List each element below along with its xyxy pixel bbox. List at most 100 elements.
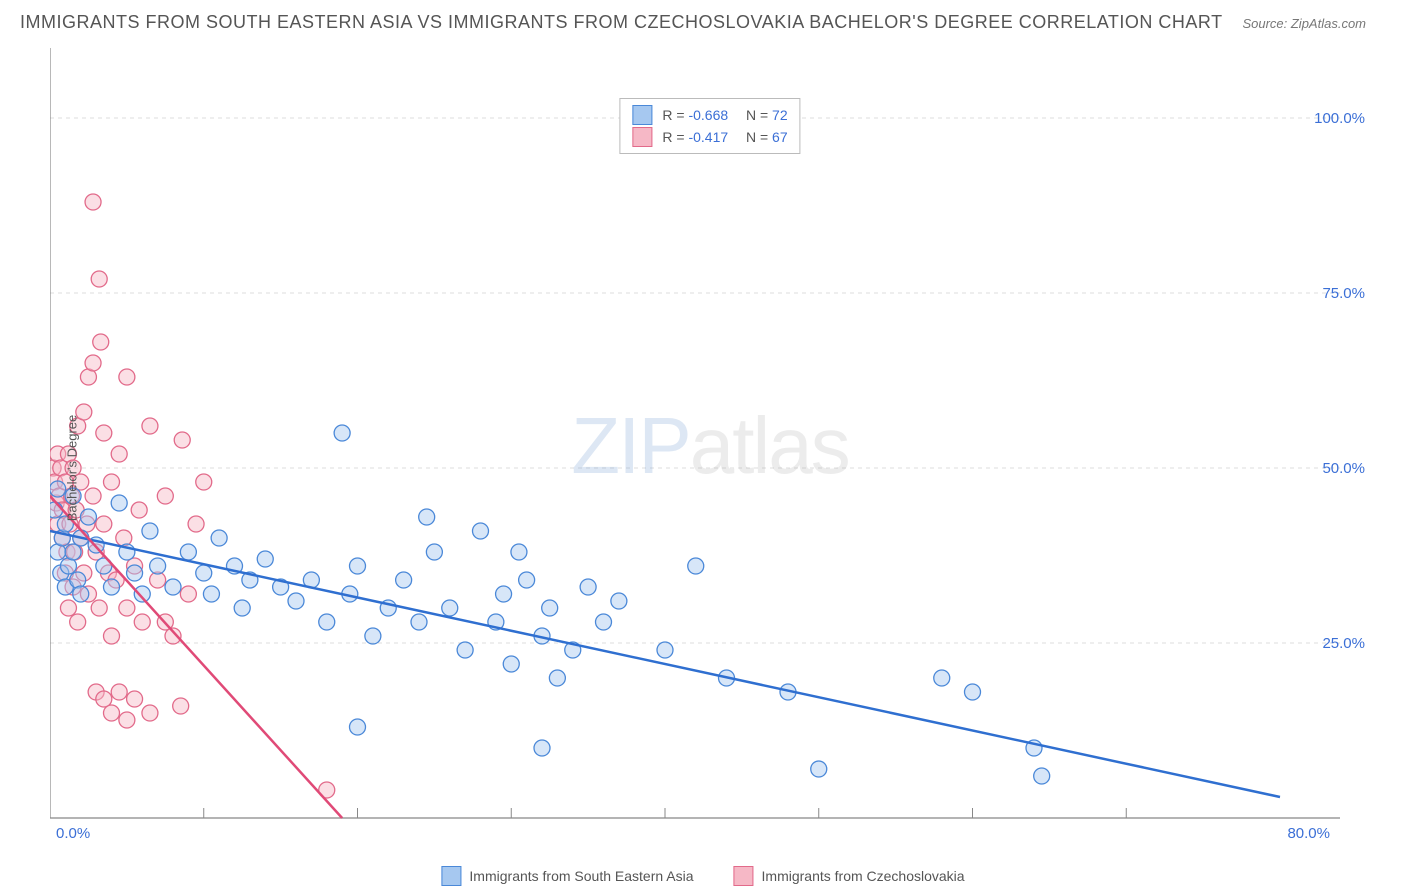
scatter-point xyxy=(442,600,458,616)
scatter-point xyxy=(111,495,127,511)
chart-container: IMMIGRANTS FROM SOUTH EASTERN ASIA VS IM… xyxy=(0,0,1406,892)
scatter-point xyxy=(119,600,135,616)
scatter-point xyxy=(211,530,227,546)
scatter-point xyxy=(70,614,86,630)
scatter-point xyxy=(131,502,147,518)
scatter-point xyxy=(142,418,158,434)
y-tick-label: 50.0% xyxy=(1322,460,1365,477)
y-tick-label: 100.0% xyxy=(1314,110,1365,127)
scatter-point xyxy=(350,558,366,574)
scatter-point xyxy=(142,523,158,539)
y-tick-label: 75.0% xyxy=(1322,285,1365,302)
scatter-point xyxy=(104,474,120,490)
scatter-point xyxy=(1034,768,1050,784)
scatter-point xyxy=(96,691,112,707)
source-label: Source: ZipAtlas.com xyxy=(1242,16,1366,31)
legend-stat-r-2: R = -0.417 xyxy=(662,129,728,145)
scatter-point xyxy=(196,565,212,581)
scatter-point xyxy=(104,579,120,595)
legend-label-2: Immigrants from Czechoslovakia xyxy=(762,868,965,884)
scatter-point xyxy=(203,586,219,602)
scatter-point xyxy=(334,425,350,441)
trend-line xyxy=(50,496,342,818)
scatter-point xyxy=(934,670,950,686)
scatter-point xyxy=(119,369,135,385)
scatter-point xyxy=(180,544,196,560)
scatter-point xyxy=(188,516,204,532)
scatter-point xyxy=(91,271,107,287)
scatter-chart: 25.0% 50.0% 75.0% 100.0% 0.0% 80.0% xyxy=(50,48,1370,843)
scatter-point xyxy=(396,572,412,588)
scatter-point xyxy=(688,558,704,574)
correlation-legend: R = -0.668 N = 72 R = -0.417 N = 67 xyxy=(619,98,800,154)
scatter-point xyxy=(174,432,190,448)
scatter-point xyxy=(96,425,112,441)
scatter-point xyxy=(142,705,158,721)
scatter-point xyxy=(93,334,109,350)
plot-area: Bachelor's Degree 25.0% 50.0% 75.0% 100.0% 0… xyxy=(50,48,1370,843)
scatter-point xyxy=(119,712,135,728)
x-tick-label: 80.0% xyxy=(1287,825,1330,842)
series-legend: Immigrants from South Eastern Asia Immig… xyxy=(441,866,964,886)
scatter-point xyxy=(50,481,66,497)
scatter-point xyxy=(134,614,150,630)
scatter-point xyxy=(80,509,96,525)
scatter-point xyxy=(180,586,196,602)
legend-item-series-1: Immigrants from South Eastern Asia xyxy=(441,866,693,886)
scatter-point xyxy=(319,614,335,630)
legend-stat-r-1: R = -0.668 xyxy=(662,107,728,123)
scatter-point xyxy=(91,600,107,616)
scatter-point xyxy=(365,628,381,644)
scatter-point xyxy=(85,194,101,210)
legend-stat-n-1: N = 72 xyxy=(738,107,787,123)
scatter-point xyxy=(511,544,527,560)
legend-label-1: Immigrants from South Eastern Asia xyxy=(469,868,693,884)
scatter-point xyxy=(534,740,550,756)
scatter-point xyxy=(496,586,512,602)
legend-row-series-2: R = -0.417 N = 67 xyxy=(632,127,787,147)
scatter-point xyxy=(111,446,127,462)
legend-swatch-series-1 xyxy=(632,105,652,125)
legend-swatch-series-2 xyxy=(632,127,652,147)
scatter-point xyxy=(157,488,173,504)
scatter-point xyxy=(350,719,366,735)
legend-stat-n-2: N = 67 xyxy=(738,129,787,145)
scatter-point xyxy=(965,684,981,700)
scatter-point xyxy=(457,642,473,658)
scatter-point xyxy=(519,572,535,588)
scatter-point xyxy=(150,558,166,574)
legend-swatch-bottom-1 xyxy=(441,866,461,886)
scatter-point xyxy=(473,523,489,539)
scatter-point xyxy=(257,551,273,567)
y-tick-label: 25.0% xyxy=(1322,635,1365,652)
chart-title: IMMIGRANTS FROM SOUTH EASTERN ASIA VS IM… xyxy=(20,12,1223,33)
scatter-point xyxy=(165,579,181,595)
scatter-point xyxy=(116,530,132,546)
legend-swatch-bottom-2 xyxy=(734,866,754,886)
y-axis-label: Bachelor's Degree xyxy=(65,415,80,522)
scatter-point xyxy=(65,544,81,560)
legend-item-series-2: Immigrants from Czechoslovakia xyxy=(734,866,965,886)
scatter-point xyxy=(411,614,427,630)
scatter-point xyxy=(134,586,150,602)
scatter-point xyxy=(419,509,435,525)
scatter-point xyxy=(657,642,673,658)
scatter-point xyxy=(73,586,89,602)
scatter-point xyxy=(104,705,120,721)
scatter-point xyxy=(811,761,827,777)
scatter-point xyxy=(96,516,112,532)
scatter-point xyxy=(611,593,627,609)
scatter-point xyxy=(580,579,596,595)
scatter-point xyxy=(70,572,86,588)
scatter-point xyxy=(127,691,143,707)
scatter-point xyxy=(288,593,304,609)
x-tick-label: 0.0% xyxy=(56,825,90,842)
scatter-point xyxy=(503,656,519,672)
scatter-point xyxy=(127,565,143,581)
scatter-point xyxy=(111,684,127,700)
scatter-point xyxy=(426,544,442,560)
scatter-point xyxy=(234,600,250,616)
trend-line xyxy=(50,531,1280,797)
scatter-point xyxy=(104,628,120,644)
scatter-point xyxy=(85,355,101,371)
